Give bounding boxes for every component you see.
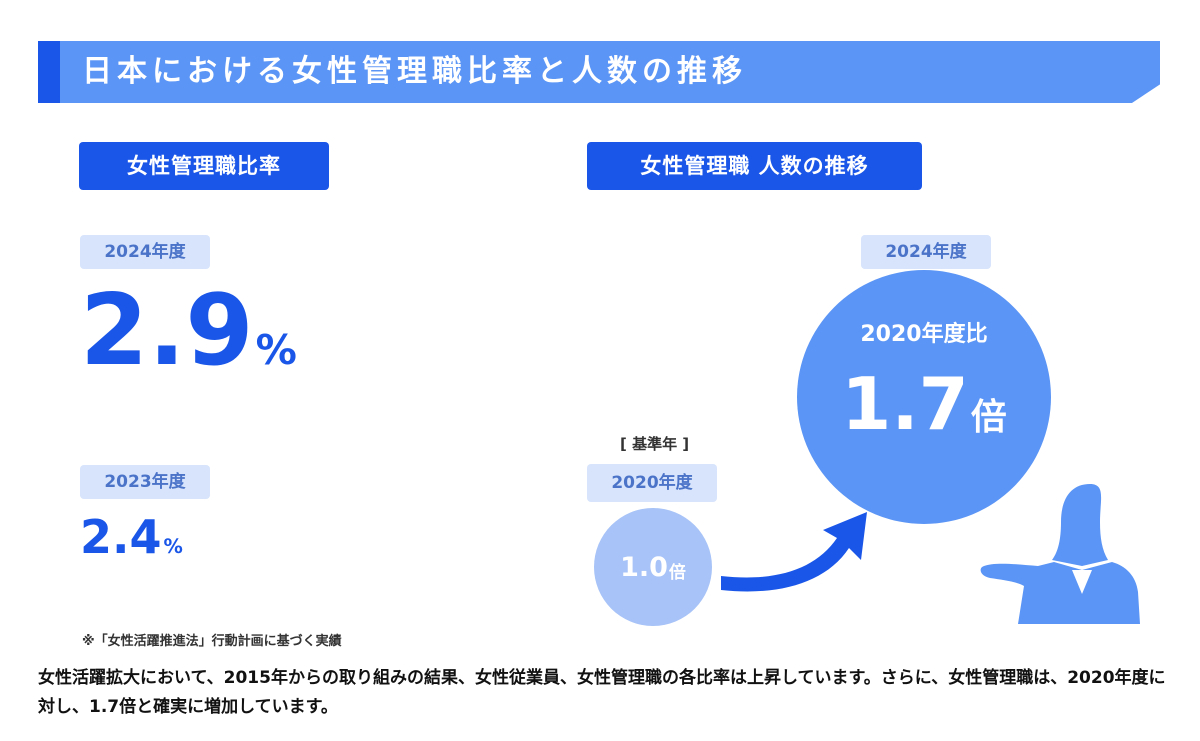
count-current-year-tag: 2024年度 <box>861 235 991 269</box>
base-ratio-circle: 1.0 倍 <box>594 508 712 626</box>
arrow-curve-icon <box>721 512 867 592</box>
ratio-previous-value: 2.4% <box>80 510 183 564</box>
title-banner <box>38 41 1160 103</box>
count-base-year-tag: 2020年度 <box>587 464 717 502</box>
ratio-previous-year-tag: 2023年度 <box>80 465 210 499</box>
businesswoman-icon <box>980 484 1140 624</box>
base-year-label: [ 基準年 ] <box>620 435 690 453</box>
count-section-heading: 女性管理職 人数の推移 <box>587 142 922 190</box>
ratio-section-heading: 女性管理職比率 <box>79 142 329 190</box>
ratio-current-year-tag: 2024年度 <box>80 235 210 269</box>
footnote: ※「女性活躍推進法」行動計画に基づく実績 <box>82 634 342 649</box>
base-multiplier: 1.0 <box>620 551 668 583</box>
title-banner-accent <box>38 41 60 103</box>
current-multiplier-unit: 倍 <box>970 397 1007 438</box>
base-multiplier-unit: 倍 <box>668 562 686 583</box>
ratio-previous-unit: % <box>163 535 183 558</box>
current-ratio-circle: 2020年度比 1.7倍 <box>797 270 1051 524</box>
ratio-current-value: 2.9% <box>80 274 297 388</box>
ratio-current-unit: % <box>255 326 297 374</box>
page-title: 日本における女性管理職比率と人数の推移 <box>82 54 747 89</box>
current-multiplier: 1.7倍 <box>841 362 1007 446</box>
description-text: 女性活躍拡大において、2015年からの取り組みの結果、女性従業員、女性管理職の各… <box>38 668 1166 717</box>
comparison-label: 2020年度比 <box>860 322 988 347</box>
